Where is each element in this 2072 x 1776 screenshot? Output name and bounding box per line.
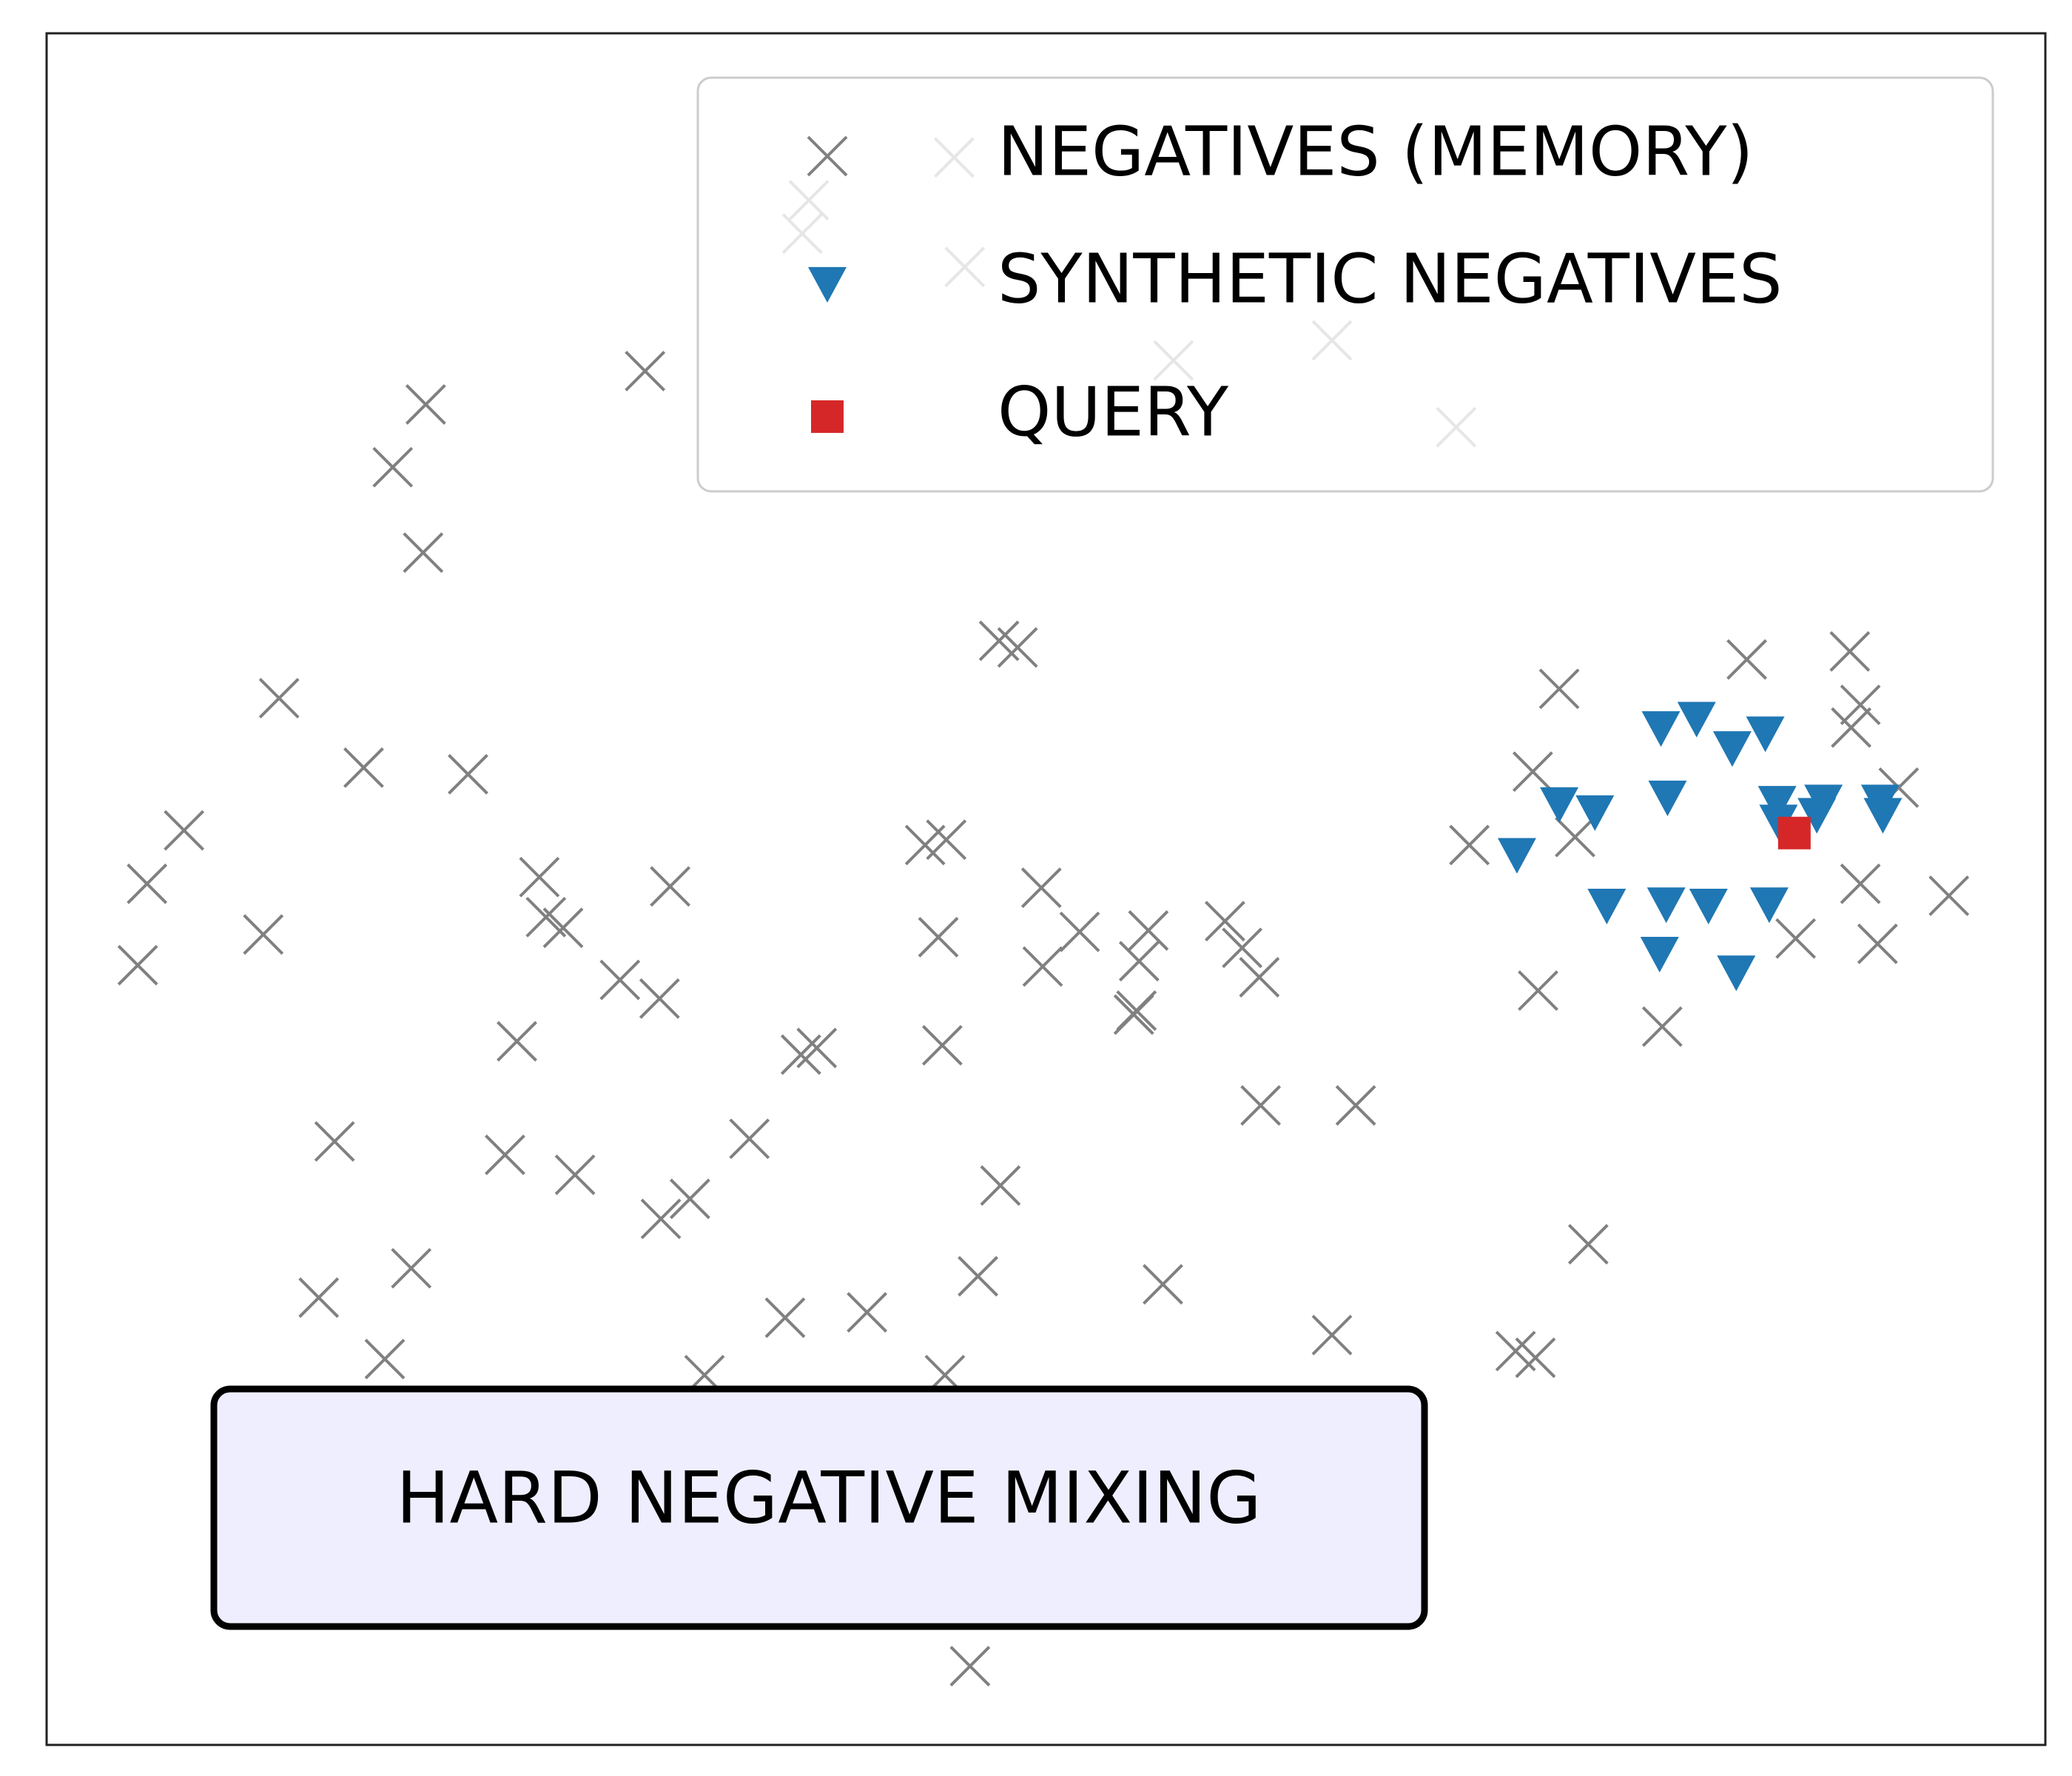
triangle-marker	[1689, 889, 1728, 925]
x-marker	[1518, 970, 1558, 1012]
x-marker	[1204, 901, 1245, 942]
triangle-marker	[808, 266, 847, 303]
x-marker	[448, 753, 488, 795]
x-marker	[1829, 630, 1871, 672]
x-marker	[497, 1020, 537, 1062]
x-marker	[314, 1121, 355, 1162]
x-marker	[258, 678, 300, 719]
x-marker	[625, 351, 666, 391]
x-marker	[1022, 946, 1063, 987]
x-marker	[485, 1134, 525, 1175]
x-marker	[847, 1292, 888, 1333]
x-marker	[525, 896, 567, 938]
triangle-marker	[1712, 731, 1752, 767]
triangle-marker	[1677, 702, 1716, 738]
x-marker	[1222, 927, 1263, 969]
triangle-marker	[1575, 795, 1615, 831]
x-marker	[1059, 911, 1100, 952]
x-marker	[1538, 668, 1580, 710]
x-marker	[117, 944, 158, 986]
x-marker	[1240, 1085, 1282, 1126]
x-marker	[980, 1165, 1021, 1206]
x-marker	[343, 747, 384, 788]
x-marker	[807, 135, 848, 177]
x-marker	[1512, 751, 1553, 793]
triangle-marker	[1797, 798, 1837, 834]
x-marker	[921, 1025, 963, 1066]
x-marker	[1311, 1314, 1353, 1356]
x-marker	[949, 1646, 991, 1686]
x-marker	[1128, 910, 1169, 951]
x-marker	[554, 1154, 596, 1196]
x-marker	[650, 866, 691, 907]
x-marker	[1775, 918, 1817, 959]
x-marker	[403, 532, 444, 574]
x-marker	[1857, 924, 1898, 964]
x-marker	[1840, 863, 1881, 904]
x-marker	[599, 959, 641, 1000]
x-marker	[1555, 816, 1595, 858]
x-marker	[640, 1198, 682, 1240]
x-marker	[542, 907, 584, 949]
legend-label: QUERY	[998, 372, 1229, 451]
x-marker	[298, 1277, 340, 1319]
x-marker	[364, 1339, 406, 1379]
x-marker	[1515, 1337, 1556, 1379]
triangle-marker	[1641, 711, 1681, 747]
x-marker	[1726, 639, 1767, 680]
x-marker	[997, 627, 1038, 668]
x-marker	[1840, 684, 1881, 725]
legend: NEGATIVES (MEMORY) SYNTHETIC NEGATIVES QUE…	[807, 112, 1783, 451]
x-marker	[391, 1248, 432, 1289]
triangle-marker	[1648, 780, 1687, 817]
x-marker	[1831, 707, 1871, 748]
legend-box	[696, 76, 1994, 493]
x-marker	[729, 1118, 770, 1160]
x-marker	[958, 1256, 998, 1297]
triangle-marker	[1646, 887, 1686, 924]
annotation: HARD NEGATIVE MIXING	[396, 1456, 1261, 1539]
x-marker	[796, 1027, 838, 1069]
x-marker	[1641, 1006, 1683, 1047]
triangle-marker	[1758, 786, 1797, 822]
x-marker	[926, 819, 967, 861]
legend-label: SYNTHETIC NEGATIVES	[998, 239, 1783, 318]
x-marker	[1020, 867, 1062, 909]
x-marker	[764, 1297, 806, 1339]
triangle-marker	[1540, 787, 1579, 824]
x-marker	[918, 917, 959, 958]
square-marker	[1777, 816, 1811, 850]
x-marker	[1449, 824, 1490, 866]
x-marker	[1116, 990, 1157, 1032]
x-marker	[639, 978, 680, 1019]
annotation-box	[210, 1385, 1428, 1630]
x-marker	[519, 856, 560, 898]
x-marker	[1239, 957, 1280, 998]
triangle-marker	[1749, 887, 1789, 924]
x-marker	[780, 1034, 821, 1075]
x-marker	[1143, 1264, 1183, 1305]
x-marker	[1335, 1085, 1376, 1126]
triangle-marker	[1863, 798, 1903, 834]
square-marker	[811, 400, 844, 433]
triangle-marker	[1640, 937, 1679, 973]
x-marker	[669, 1178, 710, 1220]
x-marker	[1118, 941, 1160, 982]
points	[117, 137, 1970, 1686]
legend-label: NEGATIVES (MEMORY)	[998, 112, 1753, 191]
triangle-marker	[1746, 716, 1785, 753]
plot-frame	[45, 32, 2047, 1746]
triangle-marker	[1717, 955, 1756, 992]
triangle-marker	[1497, 838, 1536, 874]
x-marker	[1928, 875, 1970, 916]
x-marker	[1567, 1224, 1609, 1265]
x-marker	[127, 863, 168, 904]
x-marker	[243, 914, 284, 955]
x-marker	[372, 446, 414, 488]
x-marker	[405, 384, 446, 425]
x-marker	[164, 810, 205, 851]
triangle-marker	[1587, 889, 1627, 925]
